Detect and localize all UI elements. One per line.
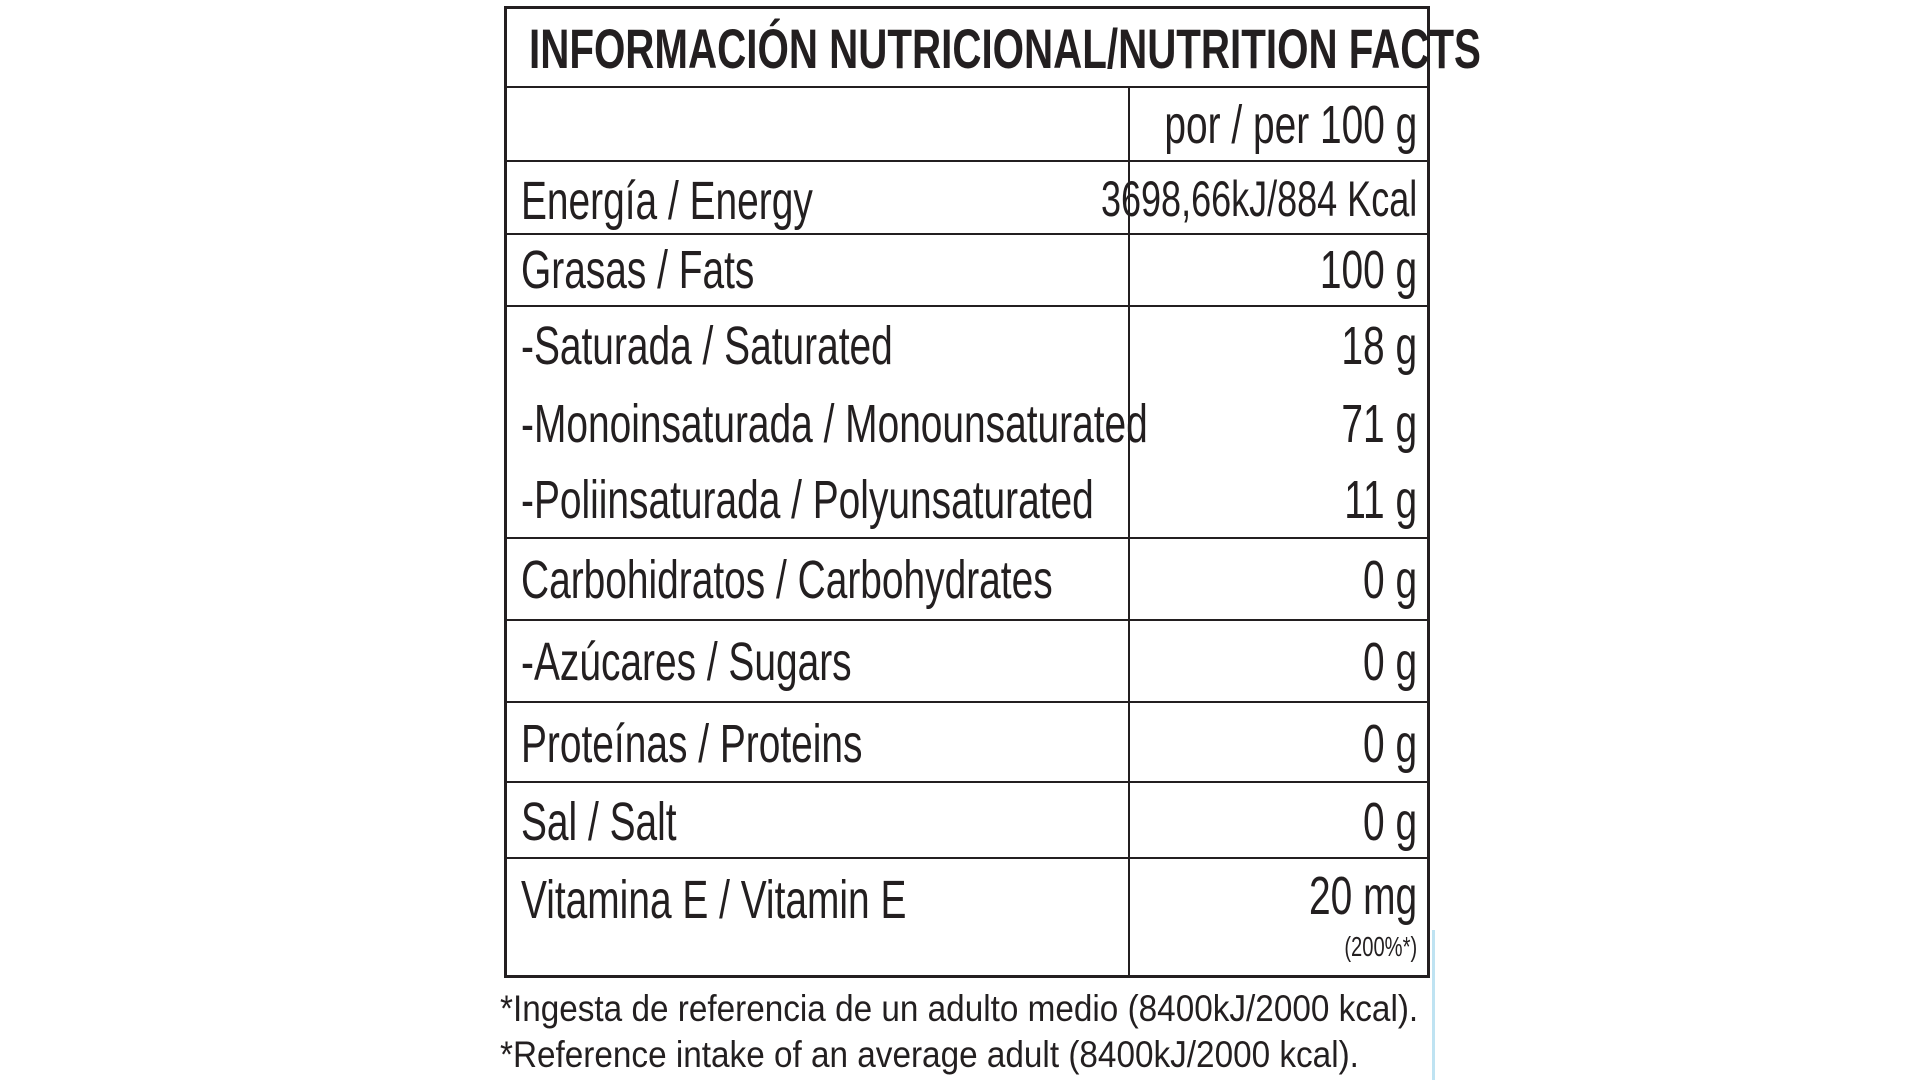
- row-label: Grasas / Fats: [521, 240, 755, 300]
- row-label: Sal / Salt: [521, 792, 677, 852]
- header-row: por / per 100 g: [507, 86, 1427, 162]
- row-value: 18 g: [1341, 316, 1417, 376]
- edge-line: [1432, 930, 1435, 1080]
- table-row: Vitamina E / Vitamin E 20 mg (200%*): [507, 857, 1427, 977]
- row-value: 0 g: [1362, 550, 1417, 610]
- row-label: -Poliinsaturada / Polyunsaturated: [521, 470, 1094, 530]
- table-row: Grasas / Fats 100 g: [507, 233, 1427, 307]
- table-row: -Azúcares / Sugars 0 g: [507, 619, 1427, 703]
- row-value: 71 g: [1341, 394, 1417, 454]
- row-label: -Monoinsaturada / Monounsaturated: [521, 394, 1148, 454]
- row-value: 100 g: [1319, 240, 1417, 300]
- row-value: 3698,66kJ/884 Kcal: [1100, 171, 1417, 227]
- row-label: Proteínas / Proteins: [521, 714, 863, 774]
- row-value: 0 g: [1362, 792, 1417, 852]
- row-label: Vitamina E / Vitamin E: [521, 870, 907, 930]
- row-label: -Azúcares / Sugars: [521, 632, 852, 692]
- table-row: Proteínas / Proteins 0 g: [507, 701, 1427, 783]
- footnote-es: *Ingesta de referencia de un adulto medi…: [500, 988, 1419, 1029]
- row-note: (200%*): [1344, 931, 1417, 962]
- per-header: por / per 100 g: [1164, 95, 1417, 155]
- table-title: INFORMACIÓN NUTRICIONAL/NUTRITION FACTS: [529, 17, 1481, 80]
- table-row: Energía / Energy 3698,66kJ/884 Kcal: [507, 160, 1427, 235]
- footnote-en: *Reference intake of an average adult (8…: [500, 1034, 1359, 1075]
- row-value: 0 g: [1362, 714, 1417, 774]
- row-label: Carbohidratos / Carbohydrates: [521, 550, 1053, 610]
- row-label: Energía / Energy: [521, 171, 813, 231]
- row-value: 11 g: [1344, 470, 1417, 530]
- fat-breakdown-group: -Saturada / Saturated 18 g -Monoinsatura…: [507, 305, 1427, 539]
- table-row: Carbohidratos / Carbohydrates 0 g: [507, 537, 1427, 621]
- table-row: Sal / Salt 0 g: [507, 781, 1427, 859]
- nutrition-facts-table: INFORMACIÓN NUTRICIONAL/NUTRITION FACTS …: [504, 6, 1481, 978]
- row-label: -Saturada / Saturated: [521, 316, 893, 376]
- row-value: 0 g: [1362, 632, 1417, 692]
- title-row: INFORMACIÓN NUTRICIONAL/NUTRITION FACTS: [507, 9, 1481, 86]
- row-value: 20 mg: [1308, 866, 1417, 926]
- column-divider: [1128, 86, 1130, 975]
